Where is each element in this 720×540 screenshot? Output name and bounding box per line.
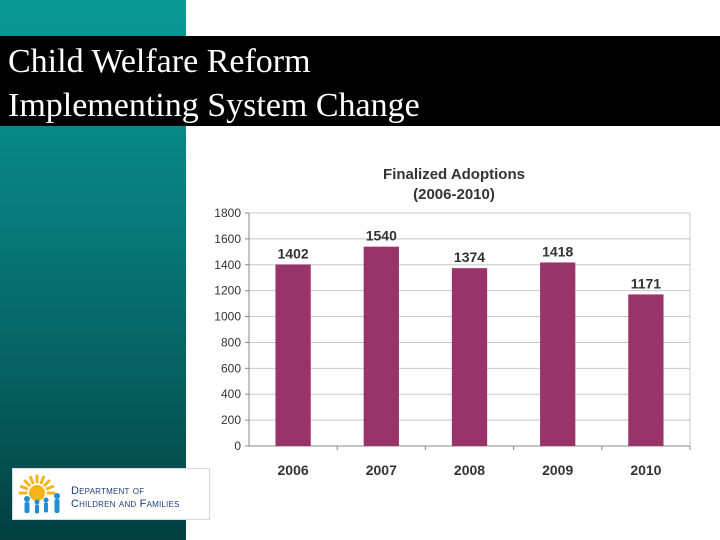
title-bar: Child Welfare Reform Implementing System… bbox=[0, 36, 720, 126]
chart-svg: 0 200 400 600 800 1000 1200 1400 1600 1800 1402 200… bbox=[214, 166, 691, 478]
y-tick-label: 200 bbox=[221, 413, 241, 427]
bar-2009 bbox=[540, 262, 576, 446]
slide-title-line1: Child Welfare Reform bbox=[8, 43, 311, 80]
data-label-2007: 1540 bbox=[366, 228, 397, 244]
bar-chart: 0 200 400 600 800 1000 1200 1400 1600 1800 1402 200… bbox=[190, 150, 700, 490]
chart-title: Finalized Adoptions bbox=[383, 166, 525, 183]
logo-line2: Children and Families bbox=[71, 498, 180, 510]
x-tick-label-2008: 2008 bbox=[454, 462, 485, 478]
logo-line1: Department of bbox=[71, 485, 145, 497]
y-tick-label: 1200 bbox=[214, 284, 241, 298]
sun-ray bbox=[19, 484, 29, 491]
bar-2010 bbox=[628, 294, 664, 446]
y-tick-label: 1600 bbox=[214, 232, 241, 246]
slide-title-line2: Implementing System Change bbox=[8, 87, 420, 124]
bar-2007 bbox=[363, 246, 399, 446]
family-sun-icon bbox=[18, 474, 60, 514]
data-label-2010: 1171 bbox=[631, 275, 662, 291]
bar-2008 bbox=[451, 268, 488, 446]
dcf-logo: Department of Children and Families bbox=[12, 468, 210, 520]
x-tick-label-2007: 2007 bbox=[366, 462, 397, 478]
data-label-2008: 1374 bbox=[454, 249, 485, 265]
y-tick-label: 1400 bbox=[214, 258, 241, 272]
y-tick-label: 0 bbox=[234, 439, 241, 453]
y-tick-label: 400 bbox=[221, 387, 241, 401]
chart-subtitle: (2006-2010) bbox=[413, 186, 495, 203]
sun-ray bbox=[39, 475, 46, 485]
y-tick-label: 1800 bbox=[214, 206, 241, 220]
sun-ray bbox=[45, 484, 55, 491]
data-label-2009: 1418 bbox=[542, 243, 573, 259]
x-tick-label-2009: 2009 bbox=[542, 462, 573, 478]
sun-ray bbox=[28, 475, 35, 485]
bar-2006 bbox=[275, 264, 311, 446]
y-tick-label: 800 bbox=[221, 335, 241, 349]
x-tick-label-2010: 2010 bbox=[630, 462, 661, 478]
data-label-2006: 1402 bbox=[278, 246, 309, 262]
logo-text: Department of Children and Families bbox=[71, 485, 180, 511]
y-tick-label: 600 bbox=[221, 361, 241, 375]
sun-ray bbox=[43, 479, 51, 487]
x-tick-label-2006: 2006 bbox=[278, 462, 309, 478]
sun-ray bbox=[23, 479, 31, 487]
y-tick-label: 1000 bbox=[214, 310, 241, 324]
